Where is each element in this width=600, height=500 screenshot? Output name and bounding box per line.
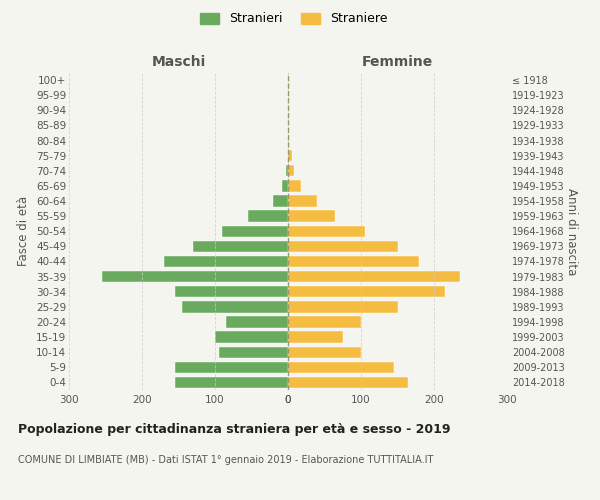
Bar: [175, 286, 288, 298]
Bar: [164, 256, 288, 267]
Bar: [288, 332, 343, 343]
Bar: [288, 256, 419, 267]
Bar: [288, 226, 365, 237]
Bar: [215, 332, 288, 343]
Bar: [226, 316, 288, 328]
Bar: [288, 165, 294, 176]
Bar: [175, 362, 288, 373]
Bar: [223, 226, 288, 237]
Bar: [288, 150, 292, 162]
Bar: [288, 240, 398, 252]
Title: Maschi: Maschi: [151, 54, 206, 68]
Bar: [288, 362, 394, 373]
Bar: [288, 286, 445, 298]
Bar: [248, 210, 288, 222]
Bar: [193, 240, 288, 252]
Bar: [288, 377, 409, 388]
Text: Popolazione per cittadinanza straniera per età e sesso - 2019: Popolazione per cittadinanza straniera p…: [18, 422, 451, 436]
Bar: [288, 271, 460, 282]
Bar: [288, 180, 301, 192]
Bar: [288, 210, 335, 222]
Y-axis label: Fasce di età: Fasce di età: [17, 196, 31, 266]
Bar: [288, 196, 317, 206]
Bar: [218, 346, 288, 358]
Text: COMUNE DI LIMBIATE (MB) - Dati ISTAT 1° gennaio 2019 - Elaborazione TUTTITALIA.I: COMUNE DI LIMBIATE (MB) - Dati ISTAT 1° …: [18, 455, 433, 465]
Bar: [182, 301, 288, 312]
Title: Femmine: Femmine: [362, 54, 433, 68]
Legend: Stranieri, Straniere: Stranieri, Straniere: [197, 8, 391, 29]
Bar: [102, 271, 288, 282]
Bar: [274, 196, 288, 206]
Y-axis label: Anni di nascita: Anni di nascita: [566, 188, 578, 275]
Bar: [282, 180, 288, 192]
Bar: [288, 316, 361, 328]
Bar: [175, 377, 288, 388]
Bar: [288, 346, 361, 358]
Bar: [288, 301, 398, 312]
Bar: [286, 165, 288, 176]
